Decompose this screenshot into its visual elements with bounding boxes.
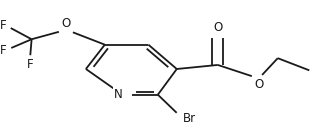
Text: N: N bbox=[114, 88, 122, 101]
Text: O: O bbox=[62, 17, 71, 30]
Text: O: O bbox=[213, 21, 223, 34]
Text: F: F bbox=[27, 58, 33, 71]
Text: Br: Br bbox=[183, 112, 195, 125]
Text: O: O bbox=[254, 79, 263, 91]
Text: F: F bbox=[0, 44, 6, 57]
Text: F: F bbox=[0, 19, 6, 32]
